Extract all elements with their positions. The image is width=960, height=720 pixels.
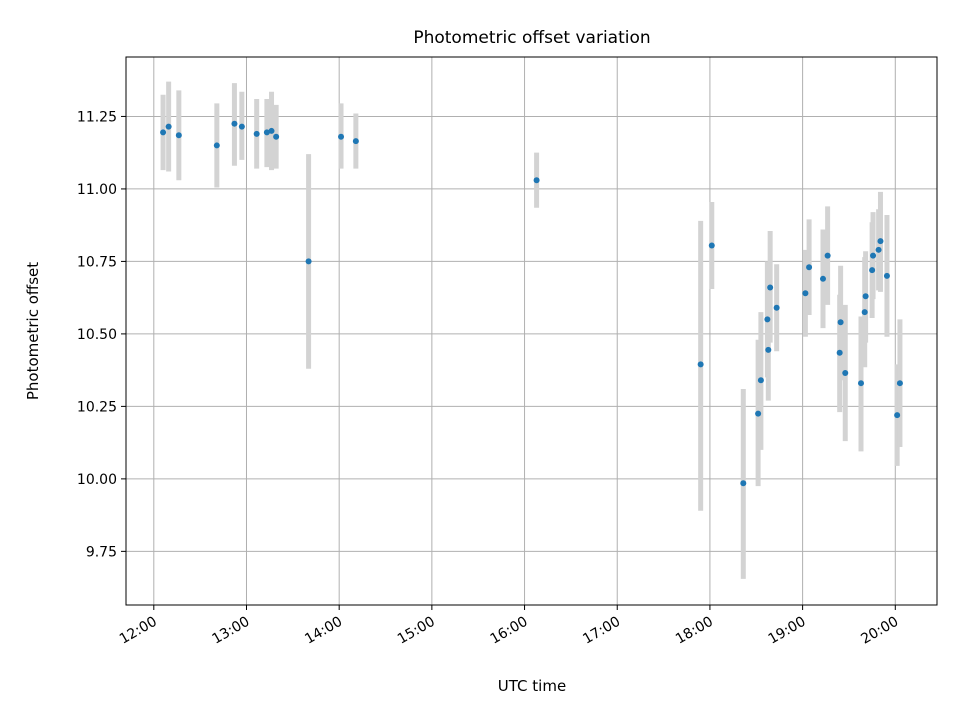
data-point xyxy=(697,361,704,368)
data-point xyxy=(896,380,903,387)
y-tick-label: 10.50 xyxy=(77,327,117,343)
data-point xyxy=(238,123,245,130)
data-point xyxy=(875,246,882,253)
data-point xyxy=(862,293,869,300)
data-point xyxy=(824,252,831,259)
grid-lines xyxy=(126,57,937,605)
y-tick-label: 11.25 xyxy=(77,109,117,125)
data-points xyxy=(160,120,903,487)
data-point xyxy=(857,380,864,387)
data-point xyxy=(273,133,280,140)
data-point xyxy=(755,410,762,417)
data-point xyxy=(870,252,877,259)
data-point xyxy=(533,177,540,184)
data-point xyxy=(352,138,359,145)
data-point xyxy=(842,370,849,377)
data-point xyxy=(765,346,772,353)
data-point xyxy=(806,264,813,271)
chart-title: Photometric offset variation xyxy=(413,28,650,48)
y-axis-ticks: 9.75 10.00 10.25 10.50 10.75 11.00 11.25 xyxy=(77,109,126,560)
data-point xyxy=(231,120,238,127)
y-tick-label: 11.00 xyxy=(77,182,117,198)
data-point xyxy=(894,412,901,419)
y-tick-label: 10.00 xyxy=(77,472,117,488)
data-point xyxy=(767,284,774,291)
data-point xyxy=(253,130,260,137)
data-point xyxy=(877,238,884,245)
data-point xyxy=(338,133,345,140)
data-point xyxy=(263,129,270,136)
data-point xyxy=(773,304,780,311)
data-point xyxy=(861,309,868,316)
data-point xyxy=(160,129,167,136)
data-point xyxy=(213,142,220,149)
y-tick-label: 10.75 xyxy=(77,254,117,270)
data-point xyxy=(757,377,764,384)
data-point xyxy=(802,290,809,297)
data-point xyxy=(305,258,312,265)
plot-frame xyxy=(125,56,938,606)
data-point xyxy=(836,349,843,356)
data-point xyxy=(869,267,876,274)
x-axis-label: UTC time xyxy=(498,677,566,695)
data-point xyxy=(175,132,182,139)
y-tick-label: 9.75 xyxy=(86,544,117,560)
y-axis-label: Photometric offset xyxy=(24,262,42,400)
data-point xyxy=(837,319,844,326)
data-point xyxy=(764,316,771,323)
data-point xyxy=(708,242,715,249)
data-point xyxy=(268,127,275,134)
data-point xyxy=(819,275,826,282)
data-point xyxy=(740,480,747,487)
y-tick-label: 10.25 xyxy=(77,399,117,415)
data-point xyxy=(165,123,172,130)
data-point xyxy=(883,272,890,279)
